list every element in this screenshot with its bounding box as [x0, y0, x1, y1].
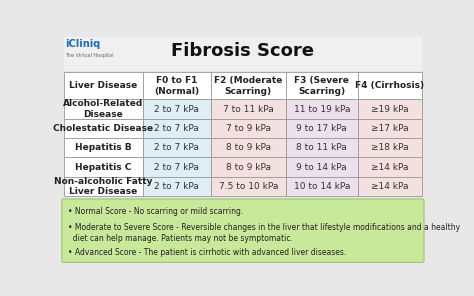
Text: Fibrosis Score: Fibrosis Score: [172, 42, 314, 60]
Text: Non-alcoholic Fatty
Liver Disease: Non-alcoholic Fatty Liver Disease: [54, 177, 152, 196]
Text: Hepatitis B: Hepatitis B: [75, 143, 131, 152]
Text: Alcohol-Related
Disease: Alcohol-Related Disease: [63, 99, 143, 119]
Bar: [210, 138, 286, 157]
Text: 7 to 9 kPa: 7 to 9 kPa: [226, 124, 271, 133]
Text: 2 to 7 kPa: 2 to 7 kPa: [154, 143, 199, 152]
Bar: [210, 119, 286, 138]
Bar: [358, 138, 422, 157]
Text: 8 to 9 kPa: 8 to 9 kPa: [226, 143, 271, 152]
Text: 9 to 14 kPa: 9 to 14 kPa: [297, 163, 347, 172]
Text: 9 to 17 kPa: 9 to 17 kPa: [296, 124, 347, 133]
Text: 2 to 7 kPa: 2 to 7 kPa: [154, 124, 199, 133]
Bar: [143, 177, 210, 196]
Text: 2 to 7 kPa: 2 to 7 kPa: [154, 163, 199, 172]
Bar: [64, 177, 143, 196]
Bar: [210, 72, 286, 99]
Bar: [358, 157, 422, 177]
Text: 10 to 14 kPa: 10 to 14 kPa: [293, 182, 350, 191]
Text: • Advanced Score - The patient is cirrhotic with advanced liver diseases.: • Advanced Score - The patient is cirrho…: [68, 248, 346, 258]
Text: F2 (Moderate
Scarring): F2 (Moderate Scarring): [214, 76, 283, 96]
Text: F4 (Cirrhosis): F4 (Cirrhosis): [356, 81, 425, 90]
Text: ≥19 kPa: ≥19 kPa: [371, 104, 409, 113]
Bar: [64, 37, 422, 71]
Bar: [286, 177, 358, 196]
Bar: [143, 157, 210, 177]
Text: 8 to 11 kPa: 8 to 11 kPa: [296, 143, 347, 152]
Bar: [286, 138, 358, 157]
Bar: [64, 138, 143, 157]
Text: The Virtual Hospital: The Virtual Hospital: [65, 53, 114, 58]
Text: Liver Disease: Liver Disease: [69, 81, 137, 90]
Text: ≥18 kPa: ≥18 kPa: [371, 143, 409, 152]
Text: 11 to 19 kPa: 11 to 19 kPa: [293, 104, 350, 113]
Text: Cholestatic Disease: Cholestatic Disease: [53, 124, 153, 133]
Text: Hepatitis C: Hepatitis C: [75, 163, 131, 172]
Bar: [286, 72, 358, 99]
Text: • Moderate to Severe Score - Reversible changes in the liver that lifestyle modi: • Moderate to Severe Score - Reversible …: [68, 223, 460, 243]
Text: 7 to 11 kPa: 7 to 11 kPa: [223, 104, 273, 113]
Text: 7.5 to 10 kPa: 7.5 to 10 kPa: [219, 182, 278, 191]
Bar: [143, 99, 210, 119]
Bar: [358, 72, 422, 99]
Bar: [64, 119, 143, 138]
Bar: [358, 99, 422, 119]
Text: 2 to 7 kPa: 2 to 7 kPa: [154, 104, 199, 113]
Bar: [286, 157, 358, 177]
Bar: [210, 157, 286, 177]
Text: iCliniq: iCliniq: [65, 39, 101, 49]
Text: ≥14 kPa: ≥14 kPa: [371, 163, 409, 172]
Bar: [143, 138, 210, 157]
Bar: [210, 99, 286, 119]
Bar: [286, 119, 358, 138]
Bar: [64, 157, 143, 177]
Bar: [210, 177, 286, 196]
Text: F3 (Severe
Scarring): F3 (Severe Scarring): [294, 76, 349, 96]
Bar: [286, 99, 358, 119]
Bar: [358, 177, 422, 196]
Text: • Normal Score - No scarring or mild scarring.: • Normal Score - No scarring or mild sca…: [68, 207, 243, 216]
Bar: [358, 119, 422, 138]
Bar: [143, 72, 210, 99]
Text: ≥17 kPa: ≥17 kPa: [371, 124, 409, 133]
Bar: [64, 99, 143, 119]
Text: 8 to 9 kPa: 8 to 9 kPa: [226, 163, 271, 172]
Text: ≥14 kPa: ≥14 kPa: [371, 182, 409, 191]
FancyBboxPatch shape: [62, 199, 424, 262]
Text: F0 to F1
(Normal): F0 to F1 (Normal): [154, 76, 199, 96]
Bar: [143, 119, 210, 138]
Text: 2 to 7 kPa: 2 to 7 kPa: [154, 182, 199, 191]
Bar: [64, 72, 143, 99]
